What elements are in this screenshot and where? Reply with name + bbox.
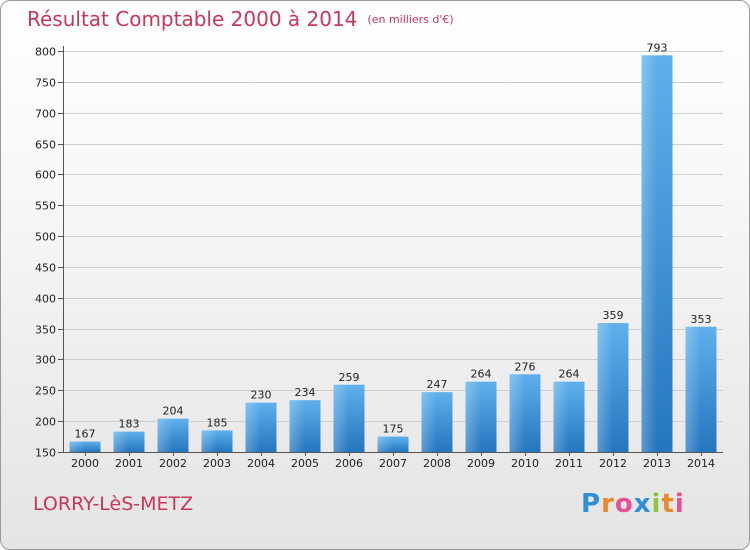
x-tick-label-2012: 2012 [599,457,627,470]
value-label-2014: 353 [691,313,712,326]
value-label-2003: 185 [207,416,228,429]
value-label-2008: 247 [427,378,448,391]
label-layer: 167 183 204 185 230 234 259 175 247 264 276 264 359 7… [75,41,712,440]
x-tick-label-2000: 2000 [71,457,99,470]
y-tick-label: 500 [35,231,56,244]
logo-letter: i [651,489,662,519]
grid-layer [63,51,723,422]
x-tick-label-2001: 2001 [115,457,143,470]
bar-layer [69,55,717,453]
value-label-2010: 276 [515,360,536,373]
y-tick-label: 800 [35,46,56,59]
x-tick-label-2008: 2008 [423,457,451,470]
logo-letter: r [601,489,615,519]
chart-title: Résultat Comptable 2000 à 2014 (en millie… [27,7,454,31]
bar-highlight [377,436,393,452]
logo-letter: t [661,489,675,519]
y-tick-label: 400 [35,293,56,306]
x-tick-label-2009: 2009 [467,457,495,470]
y-tick-label: 350 [35,324,56,337]
value-label-2004: 230 [251,389,272,402]
x-tick-label-2005: 2005 [291,457,319,470]
y-tick-label: 600 [35,169,56,182]
chart-title-text: Résultat Comptable 2000 à 2014 [27,7,358,31]
y-tick-label: 650 [35,139,56,152]
value-label-2013: 793 [647,41,668,54]
x-tick-label-2013: 2013 [643,457,671,470]
bar-highlight [113,431,129,452]
bar-highlight [641,55,657,453]
bar-highlight [685,326,701,452]
axis-layer: 150 200 250 300 350 400 450 500 550 600 650 700 750 8… [35,46,723,470]
value-label-2011: 264 [559,368,580,381]
y-tick-label: 700 [35,108,56,121]
bar-highlight [69,441,85,452]
value-label-2006: 259 [339,371,360,384]
y-tick-label: 550 [35,200,56,213]
value-label-2009: 264 [471,368,492,381]
x-tick-label-2011: 2011 [555,457,583,470]
y-tick-label: 750 [35,77,56,90]
bar-highlight [465,381,481,452]
bar-highlight [157,418,173,452]
x-tick-label-2010: 2010 [511,457,539,470]
bar-highlight [289,400,305,452]
x-tick-label-2003: 2003 [203,457,231,470]
bar-highlight [597,323,613,452]
chart-unit: (en milliers d'€) [367,13,454,26]
value-label-2002: 204 [163,405,184,418]
value-label-2012: 359 [603,309,624,322]
bar-highlight [201,430,217,452]
value-label-2007: 175 [383,423,404,436]
y-tick-label: 200 [35,416,56,429]
x-tick-label-2002: 2002 [159,457,187,470]
y-tick-label: 250 [35,385,56,398]
logo-letter: x [633,489,652,519]
x-tick-label-2014: 2014 [687,457,715,470]
x-tick-label-2004: 2004 [247,457,275,470]
value-label-2001: 183 [119,418,140,431]
logo-letter: o [614,489,634,519]
value-label-2005: 234 [295,386,316,399]
x-tick-label-2006: 2006 [335,457,363,470]
bar-highlight [421,392,437,452]
bar-highlight [333,384,349,452]
x-tick-label-2007: 2007 [379,457,407,470]
value-label-2000: 167 [75,428,96,441]
bar-highlight [553,381,569,452]
proxiti-logo: Proxiti [581,489,685,519]
bar-highlight [509,374,525,452]
bar-highlight [245,402,261,452]
town-name: LORRY-LèS-METZ [33,493,194,515]
y-tick-label: 150 [35,447,56,460]
y-tick-label: 300 [35,354,56,367]
y-tick-label: 450 [35,262,56,275]
logo-letter: i [674,489,685,519]
logo-letter: P [581,489,602,519]
